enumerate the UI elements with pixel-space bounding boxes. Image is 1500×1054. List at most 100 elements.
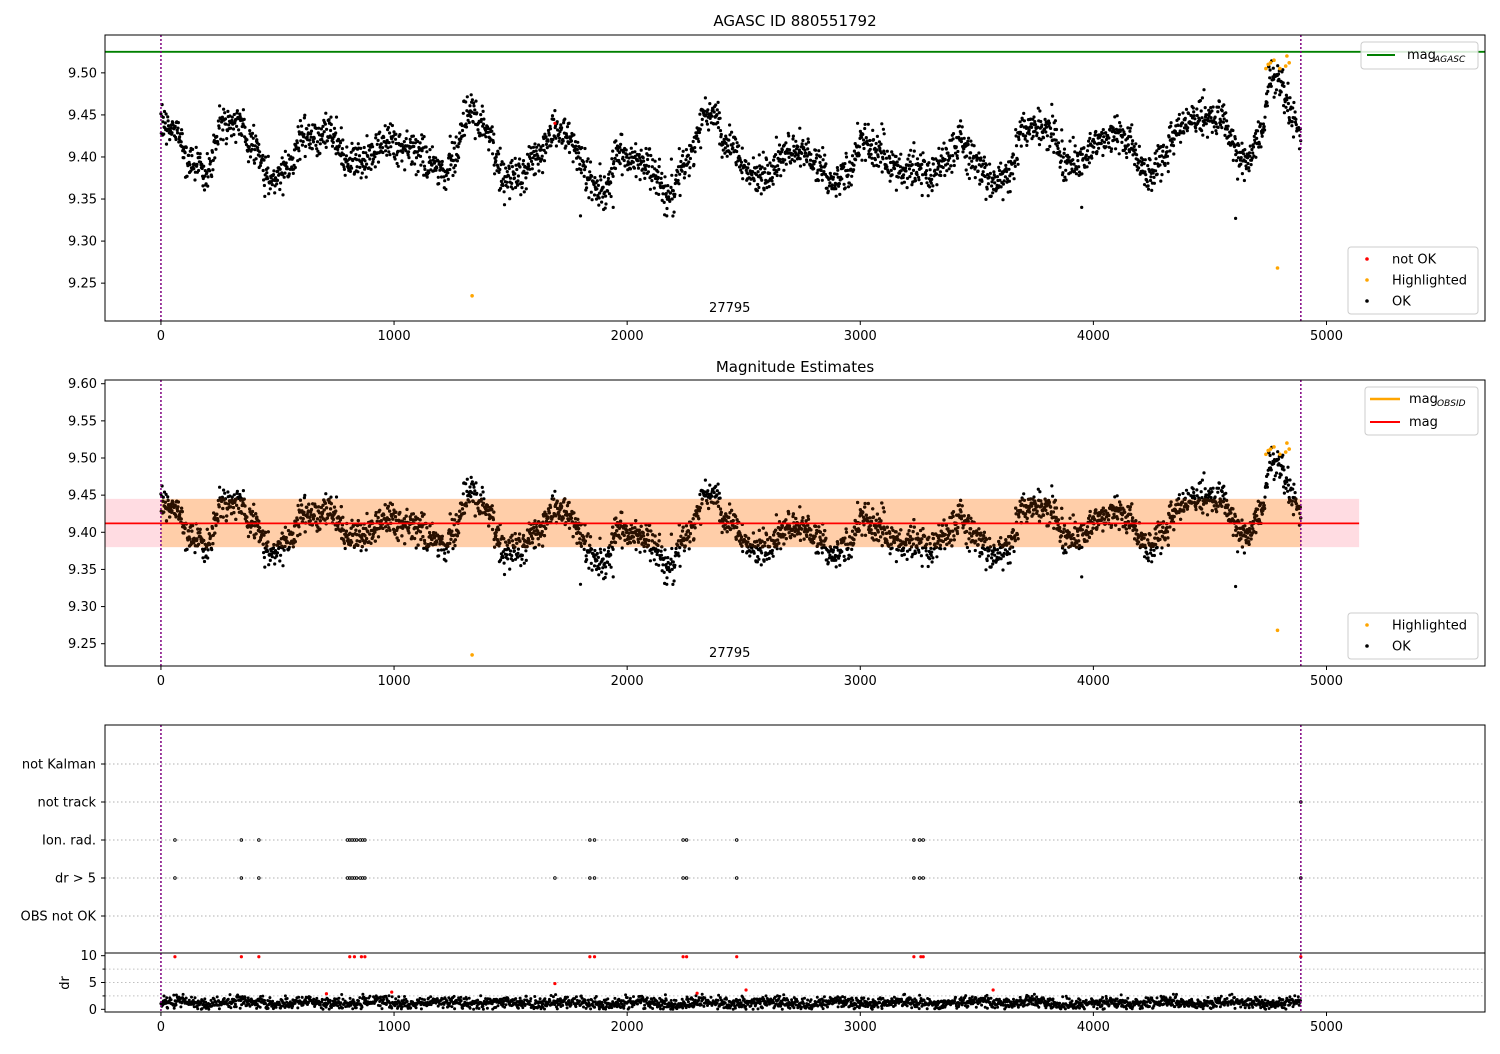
ok-point: [428, 148, 431, 151]
ok-point: [1288, 96, 1291, 99]
ok-point: [821, 551, 824, 554]
ok-point: [469, 115, 472, 118]
ok-point: [1025, 144, 1028, 147]
ok-point: [1093, 141, 1096, 144]
ok-point: [969, 151, 972, 154]
ok-point: [843, 183, 846, 186]
ok-point: [570, 139, 573, 142]
ok-point: [1150, 189, 1153, 192]
ok-point: [1278, 93, 1281, 96]
ok-point: [679, 160, 682, 163]
ok-point: [847, 547, 850, 550]
ok-point: [165, 112, 168, 115]
ok-point: [653, 558, 656, 561]
ok-point: [412, 135, 415, 138]
ok-point: [932, 162, 935, 165]
ok-point: [1211, 131, 1214, 134]
ok-point: [278, 559, 281, 562]
ok-point: [640, 149, 643, 152]
ok-point: [551, 138, 554, 141]
ok-point: [215, 135, 218, 138]
ok-point: [880, 122, 883, 125]
ok-point: [807, 141, 810, 144]
agasc-xtick-label: 2000: [611, 329, 644, 344]
ok-point: [865, 136, 868, 139]
ok-point: [1128, 130, 1131, 133]
ok-point: [381, 151, 384, 154]
ok-point: [576, 141, 579, 144]
ok-point: [317, 127, 320, 130]
ok-point: [513, 172, 516, 175]
ok-point: [661, 192, 664, 195]
ok-point: [471, 480, 474, 483]
ok-point: [799, 157, 802, 160]
ok-point: [847, 174, 850, 177]
ok-point: [803, 155, 806, 158]
ok-point: [762, 151, 765, 154]
ok-point: [834, 559, 837, 562]
ok-point: [555, 144, 558, 147]
ok-point: [1040, 123, 1043, 126]
ok-point: [229, 127, 232, 130]
ok-point: [534, 172, 537, 175]
ok-point: [397, 165, 400, 168]
ok-point: [310, 136, 313, 139]
ok-point: [982, 170, 985, 173]
ok-point: [263, 566, 266, 569]
ok-point: [206, 152, 209, 155]
ok-point: [843, 555, 846, 558]
ok-point: [951, 154, 954, 157]
ok-point: [1048, 145, 1051, 148]
ok-point: [468, 121, 471, 124]
ok-point: [388, 131, 391, 134]
ok-point: [840, 550, 843, 553]
ok-point: [1072, 163, 1075, 166]
ok-point: [177, 121, 180, 124]
ok-point: [1243, 179, 1246, 182]
ok-point: [463, 134, 466, 137]
ok-point: [482, 118, 485, 121]
ok-point: [866, 139, 869, 142]
ok-point: [303, 114, 306, 117]
ok-point: [925, 177, 928, 180]
ok-point: [275, 182, 278, 185]
ok-point: [817, 179, 820, 182]
ok-point: [677, 554, 680, 557]
ok-point: [801, 142, 804, 145]
ok-point: [1026, 140, 1029, 143]
ok-point: [425, 150, 428, 153]
ok-point: [959, 119, 962, 122]
ok-point: [805, 160, 808, 163]
ok-point: [897, 549, 900, 552]
ok-point: [1154, 169, 1157, 172]
ok-point: [316, 140, 319, 143]
ok-point: [988, 175, 991, 178]
ok-point: [893, 167, 896, 170]
ok-point: [364, 151, 367, 154]
ok-point: [541, 171, 544, 174]
ok-point: [574, 145, 577, 148]
ok-point: [598, 567, 601, 570]
ok-point: [1286, 82, 1289, 85]
ok-point: [443, 179, 446, 182]
ok-point: [1270, 85, 1273, 88]
agasc-title: AGASC ID 880551792: [713, 12, 876, 30]
ok-point: [584, 165, 587, 168]
ok-point: [560, 126, 563, 129]
ok-point: [211, 168, 214, 171]
ok-point: [193, 178, 196, 181]
ok-point: [375, 133, 378, 136]
ok-point: [888, 157, 891, 160]
ok-point: [847, 557, 850, 560]
ok-point: [491, 152, 494, 155]
ok-point: [867, 123, 870, 126]
ok-point: [1061, 171, 1064, 174]
ok-point: [878, 147, 881, 150]
ok-point: [423, 135, 426, 138]
ok-point: [914, 179, 917, 182]
ok-point: [800, 152, 803, 155]
ok-point: [1001, 198, 1004, 201]
ok-point: [499, 187, 502, 190]
ok-point: [206, 185, 209, 188]
ok-point: [1090, 157, 1093, 160]
